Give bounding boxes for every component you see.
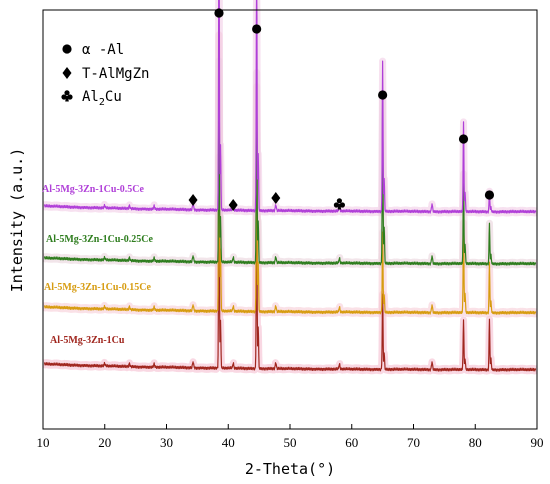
x-tick-label: 60 <box>345 435 358 450</box>
legend-label: T-AlMgZn <box>82 66 149 82</box>
x-tick-label: 70 <box>407 435 420 450</box>
x-tick-label: 40 <box>222 435 235 450</box>
x-tick-label: 20 <box>98 435 111 450</box>
series-label: Al-5Mg-3Zn-1Cu-0.15Ce <box>44 282 151 293</box>
x-axis-title: 2-Theta(°) <box>245 460 335 478</box>
peak-annotation-circle <box>458 134 469 144</box>
peak-annotation-club <box>333 198 345 210</box>
x-tick-label: 50 <box>284 435 297 450</box>
peak-annotation-diamond <box>271 192 281 204</box>
peak-annotation-circle <box>214 8 224 18</box>
peak-annotation-diamond <box>228 199 238 211</box>
legend: α -Al T-AlMgZn Al2Cu <box>61 42 149 108</box>
series-labels: Al-5Mg-3Zn-1Cu Al-5Mg-3Zn-1Cu-0.15Ce Al-5M… <box>42 184 153 346</box>
peak-annotation-circle <box>252 24 262 34</box>
x-tick-label: 80 <box>469 435 482 450</box>
peak-annotations <box>188 8 495 211</box>
series-label: Al-5Mg-3Zn-1Cu <box>50 335 125 346</box>
series-label: Al-5Mg-3Zn-1Cu-0.25Ce <box>46 234 153 245</box>
series-line <box>43 0 537 214</box>
peak-annotation-diamond <box>188 194 198 206</box>
series-label: Al-5Mg-3Zn-1Cu-0.5Ce <box>42 184 144 195</box>
peak-annotation-circle <box>378 90 388 100</box>
series-line <box>43 156 537 372</box>
series-line <box>43 34 537 315</box>
series-glow <box>43 0 537 217</box>
x-tick-label: 90 <box>531 435 544 450</box>
series-layer <box>43 0 537 372</box>
x-ticks: 10 20 30 40 50 60 70 80 90 <box>37 424 544 450</box>
x-tick-label: 10 <box>37 435 50 450</box>
legend-symbol-circle <box>62 44 72 54</box>
legend-label: α -Al <box>82 42 124 58</box>
legend-label: Al2Cu <box>82 89 122 108</box>
peak-annotation-circle <box>484 190 495 200</box>
legend-symbol-club <box>61 90 73 102</box>
y-axis-title: Intensity (a.u.) <box>8 148 26 293</box>
x-tick-label: 30 <box>160 435 173 450</box>
series-line <box>43 60 537 266</box>
legend-symbol-diamond <box>62 67 72 79</box>
